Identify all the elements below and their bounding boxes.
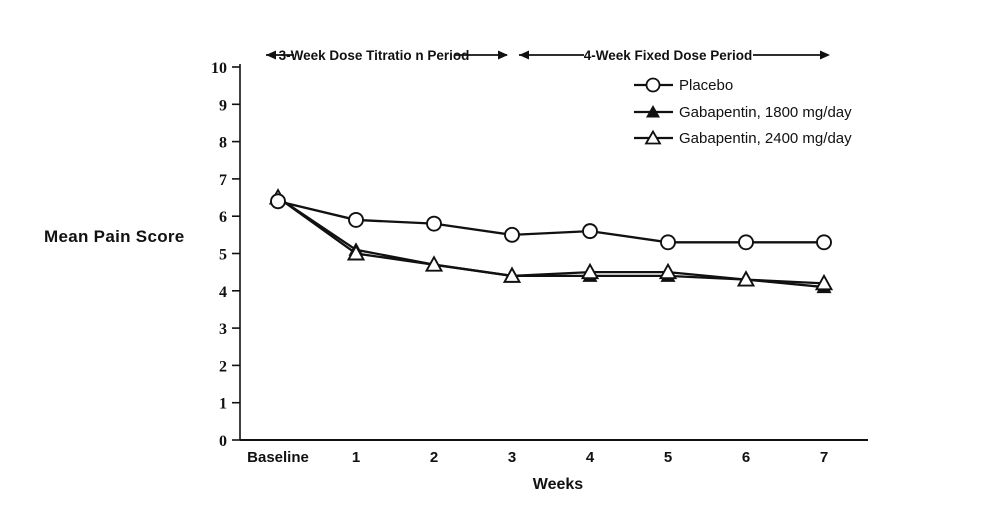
x-tick-label: 1 (352, 449, 360, 466)
legend-item-gabapentin-1800: Gabapentin, 1800 mg/day (634, 104, 852, 121)
y-tick-label: 5 (219, 247, 227, 264)
y-axis-title: Mean Pain Score (44, 227, 185, 246)
data-point-open-triangle (424, 255, 444, 272)
open-triangle-icon (644, 129, 662, 145)
data-point-open-circle (582, 223, 598, 240)
data-point-open-circle (348, 211, 364, 228)
x-tick-label: Baseline (247, 449, 309, 466)
legend-label-gabapentin-2400: Gabapentin, 2400 mg/day (679, 130, 852, 147)
y-tick-label: 10 (211, 60, 227, 77)
x-tick-label: 2 (430, 449, 438, 466)
series-line-open-triangle (277, 196, 825, 285)
data-series (268, 188, 834, 294)
data-point-open-triangle (580, 262, 600, 280)
data-point-open-circle (426, 215, 442, 232)
data-point-open-triangle (736, 270, 756, 287)
data-point-open-circle (270, 193, 286, 210)
data-point-open-triangle (502, 266, 522, 283)
legend-item-gabapentin-2400: Gabapentin, 2400 mg/day (634, 129, 852, 147)
fixed-period-label: 4-Week Fixed Dose Period (584, 48, 753, 63)
period-arrows (266, 50, 830, 60)
legend-label-placebo: Placebo (679, 77, 733, 94)
arrow-right-icon (820, 50, 830, 60)
y-tick-label: 0 (219, 433, 227, 450)
filled-triangle-icon (646, 105, 660, 118)
x-tick-label: 7 (820, 449, 828, 466)
x-tick-label: 5 (664, 449, 672, 466)
data-point-open-circle (660, 234, 676, 251)
y-tick-label: 6 (219, 209, 227, 226)
open-circle-icon (645, 77, 661, 93)
series-line-open-circle (277, 200, 824, 244)
axes: 0 1 2 3 4 5 6 7 8 9 10 Baseline 1 2 3 4 5 6 7 (211, 60, 868, 466)
x-axis-title: Weeks (533, 476, 584, 493)
x-tick-label: 4 (586, 449, 595, 466)
y-tick-label: 3 (219, 321, 227, 338)
y-tick-label: 4 (219, 284, 227, 301)
legend: Placebo Gabapentin, 1800 mg/day Gabapent… (634, 77, 852, 147)
data-point-open-triangle (814, 273, 834, 291)
legend-item-placebo: Placebo (634, 77, 733, 94)
data-point-open-triangle (346, 244, 366, 261)
y-tick-label: 9 (219, 97, 227, 114)
y-tick-label: 8 (219, 135, 227, 152)
data-point-open-circle (816, 234, 832, 251)
arrow-left-icon (266, 50, 276, 60)
y-tick-label: 1 (219, 396, 227, 413)
data-point-open-circle (738, 234, 754, 251)
y-tick-label: 2 (219, 358, 227, 375)
dose-period-annotation: 3-Week Dose Titratio n Period 4-Week Fix… (266, 48, 830, 63)
arrow-right-icon (498, 50, 508, 60)
titration-period-label: 3-Week Dose Titratio n Period (279, 48, 470, 63)
legend-label-gabapentin-1800: Gabapentin, 1800 mg/day (679, 104, 852, 121)
x-tick-label: 6 (742, 449, 750, 466)
data-point-open-triangle (658, 262, 678, 280)
x-tick-label: 3 (508, 449, 516, 466)
data-point-open-circle (504, 226, 520, 243)
y-tick-label: 7 (219, 172, 227, 189)
